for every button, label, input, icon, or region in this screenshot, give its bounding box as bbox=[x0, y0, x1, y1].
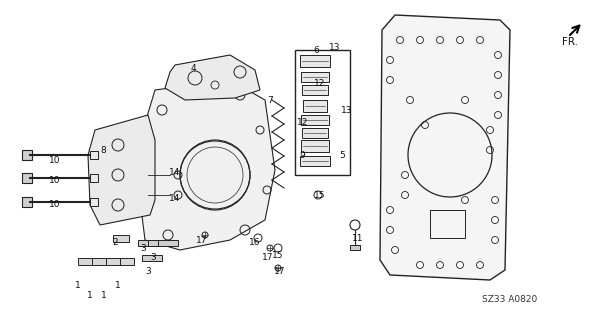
Bar bbox=[350, 245, 360, 250]
Text: 13: 13 bbox=[329, 43, 341, 52]
Bar bbox=[303, 100, 327, 112]
Bar bbox=[295, 50, 350, 175]
Text: 15: 15 bbox=[272, 251, 284, 260]
Bar bbox=[301, 115, 329, 125]
Text: 15: 15 bbox=[314, 190, 326, 199]
Bar bbox=[90, 151, 98, 159]
Text: 12: 12 bbox=[314, 78, 326, 87]
Text: 16: 16 bbox=[249, 237, 261, 246]
Text: FR.: FR. bbox=[562, 37, 578, 47]
Text: 8: 8 bbox=[100, 146, 106, 155]
Text: 17: 17 bbox=[262, 253, 274, 262]
Text: 17: 17 bbox=[196, 236, 208, 244]
Bar bbox=[120, 258, 134, 265]
Bar bbox=[300, 156, 330, 166]
Bar bbox=[106, 258, 120, 265]
Bar bbox=[92, 258, 106, 265]
Text: 14: 14 bbox=[169, 194, 181, 203]
Bar bbox=[138, 240, 158, 246]
Text: SZ33 A0820: SZ33 A0820 bbox=[482, 295, 538, 305]
Text: 1: 1 bbox=[75, 281, 81, 290]
Text: 4: 4 bbox=[190, 63, 196, 73]
Text: 10: 10 bbox=[49, 199, 61, 209]
Bar bbox=[430, 210, 465, 238]
Text: 11: 11 bbox=[352, 234, 364, 243]
Text: 10: 10 bbox=[49, 175, 61, 185]
Bar bbox=[90, 198, 98, 206]
Bar bbox=[78, 258, 92, 265]
Text: 7: 7 bbox=[267, 95, 273, 105]
Text: 13: 13 bbox=[341, 106, 352, 115]
Text: 17: 17 bbox=[274, 268, 286, 276]
Polygon shape bbox=[88, 115, 155, 225]
Bar bbox=[148, 240, 168, 246]
Polygon shape bbox=[380, 15, 510, 280]
Text: 10: 10 bbox=[49, 156, 61, 164]
Bar bbox=[22, 197, 32, 207]
Text: 3: 3 bbox=[145, 268, 151, 276]
Text: 5: 5 bbox=[339, 150, 345, 159]
Text: 9: 9 bbox=[299, 150, 305, 159]
Text: 1: 1 bbox=[101, 291, 107, 300]
Bar bbox=[22, 173, 32, 183]
Text: 3: 3 bbox=[140, 244, 146, 252]
Bar bbox=[90, 174, 98, 182]
Bar bbox=[142, 255, 162, 261]
Polygon shape bbox=[165, 55, 260, 100]
Text: 1: 1 bbox=[87, 291, 93, 300]
Text: 12: 12 bbox=[297, 117, 309, 126]
Text: 6: 6 bbox=[313, 45, 319, 54]
Bar bbox=[113, 235, 129, 242]
Bar bbox=[301, 140, 329, 152]
Text: 3: 3 bbox=[150, 253, 156, 262]
Text: 14: 14 bbox=[169, 167, 181, 177]
Polygon shape bbox=[140, 80, 275, 250]
Bar bbox=[300, 55, 330, 67]
Bar bbox=[158, 240, 178, 246]
Bar bbox=[301, 72, 329, 82]
Bar bbox=[302, 128, 328, 138]
Text: 2: 2 bbox=[112, 237, 118, 246]
Bar bbox=[22, 150, 32, 160]
Bar bbox=[302, 85, 328, 95]
Text: 1: 1 bbox=[115, 281, 121, 290]
